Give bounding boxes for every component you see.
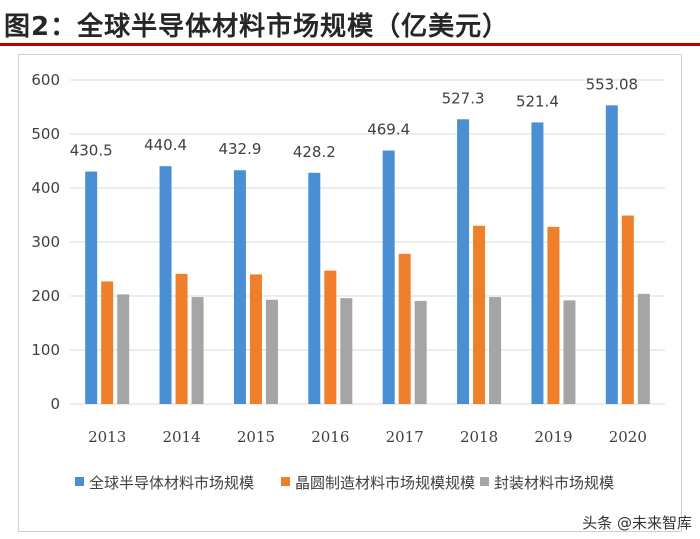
bar-series-1 [531,122,544,404]
bar-series-1 [159,166,172,404]
legend-swatch-1 [75,477,84,486]
y-tick-label: 600 [31,71,60,89]
y-tick-label: 100 [31,341,60,359]
bar-series-2 [101,281,114,404]
bar-series-3 [265,299,278,404]
data-label: 521.4 [516,92,559,110]
bar-series-2 [175,273,188,404]
data-label: 428.2 [293,143,336,161]
y-tick-label: 500 [31,125,60,143]
x-tick-label: 2013 [88,428,126,446]
bar-series-3 [414,300,427,404]
data-label: 432.9 [218,140,261,158]
data-label: 440.4 [144,136,187,154]
data-label: 430.5 [70,142,113,160]
bar-series-1 [233,170,246,404]
data-label: 469.4 [367,121,410,139]
bar-series-2 [473,225,486,404]
bar-series-3 [191,297,204,404]
legend-label-1: 全球半导体材料市场规模 [89,474,254,492]
y-tick-label: 300 [31,233,60,251]
legend-swatch-2 [281,477,290,486]
bar-series-3 [489,297,502,404]
bar-series-2 [249,274,262,404]
data-label: 527.3 [442,89,485,107]
x-tick-label: 2020 [609,428,647,446]
bar-series-3 [563,300,576,404]
x-tick-label: 2015 [237,428,275,446]
title-rule [0,43,700,46]
y-tick-label: 0 [50,395,60,413]
x-tick-label: 2014 [162,428,200,446]
legend-label-2: 晶圆制造材料市场规模规模 [295,474,475,492]
page-title: 图2：全球半导体材料市场规模（亿美元） [4,12,510,42]
bar-series-3 [340,298,353,404]
watermark: 头条 @未来智库 [582,514,692,532]
bar-series-1 [382,150,395,404]
y-tick-label: 400 [31,179,60,197]
legend-label-3: 封装材料市场规模 [494,474,614,492]
bar-series-2 [324,270,337,404]
bar-series-2 [547,226,560,404]
x-tick-label: 2018 [460,428,498,446]
y-tick-label: 200 [31,287,60,305]
x-tick-label: 2019 [534,428,572,446]
x-tick-label: 2017 [386,428,424,446]
bar-series-3 [637,293,650,404]
data-label: 553.08 [586,75,639,93]
bar-series-1 [605,105,618,405]
bar-series-2 [621,215,634,404]
title-bar: 图2：全球半导体材料市场规模（亿美元） [0,0,700,46]
x-tick-label: 2016 [311,428,349,446]
legend-swatch-3 [480,477,489,486]
bar-series-1 [308,172,321,404]
bar-series-2 [398,253,411,404]
bar-series-1 [457,119,470,405]
bar-series-1 [85,171,98,404]
bar-series-3 [117,294,130,404]
